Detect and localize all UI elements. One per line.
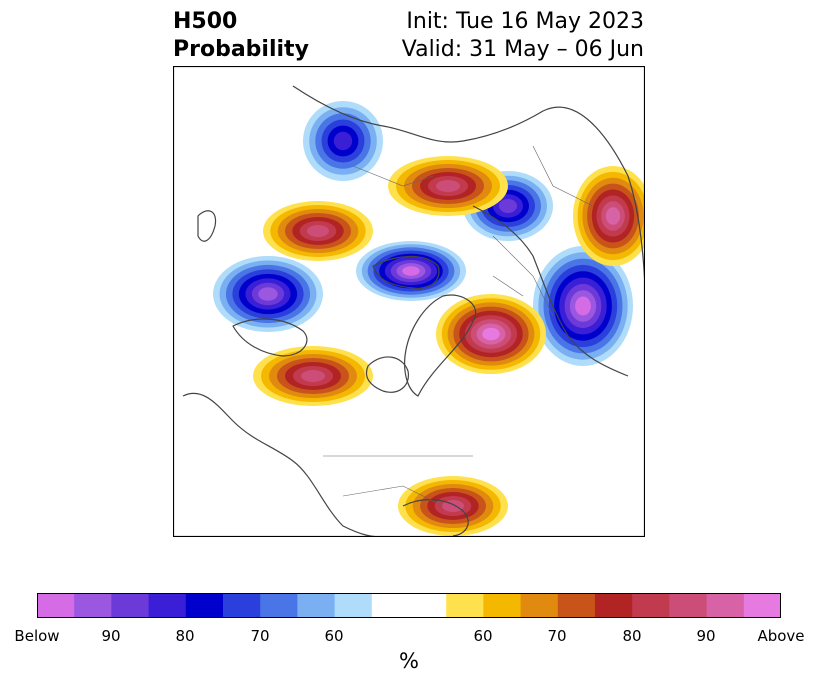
colorbar-cells [37,593,781,618]
border-line-2 [492,235,554,317]
contour-level [499,199,517,213]
anomaly-above-alaska-bering [388,156,508,216]
colorbar-cell [595,593,633,618]
colorbar-tick-label: 80 [175,627,195,645]
title-left: H500 Probability [173,8,309,64]
colorbar-cell [371,593,410,618]
anomaly-above-western-russia [436,294,546,374]
anomaly-below-scandinavia-russia [533,246,633,366]
border-line-5 [342,485,444,507]
coastline-alaska [232,318,308,357]
colorbar-tick-label: 90 [101,627,121,645]
colorbar-tick-label: 70 [250,627,270,645]
contour-level [333,131,353,151]
colorbar-cell [409,593,447,618]
colorbar-cell [706,593,745,618]
border-line-3 [352,165,434,187]
colorbar-cell [185,593,224,618]
colorbar-cell [297,593,336,618]
contour-level [402,266,420,276]
colorbar-cell [632,593,670,618]
contour-level [605,207,621,225]
contour-level [436,180,460,192]
colorbar-frame [37,593,781,618]
coastline-north-america [182,392,384,537]
border-line-6 [492,275,524,297]
colorbar-cell [111,593,150,618]
coastline-greenland [404,294,477,397]
title-right: Init: Tue 16 May 2023 Valid: 31 May – 06… [402,8,644,64]
title-quantity: Probability [173,37,309,62]
anomaly-above-east-asia [573,166,645,266]
colorbar-cell [260,593,298,618]
colorbar-unit: % [399,649,419,673]
colorbar-cell [148,593,187,618]
coastline-gulf-mexico [402,499,469,537]
anomaly-below-north-pacific [213,256,323,332]
colorbar-cell [74,593,112,618]
colorbar-cell [483,593,522,618]
coastline-europe [472,205,629,377]
title-field: H500 [173,9,238,34]
colorbar-cell [223,593,261,618]
contour-level [442,500,464,512]
contour-level [301,370,325,382]
colorbar-tick-label: 60 [473,627,493,645]
valid-period: Valid: 31 May – 06 Jun [401,37,644,62]
colorbar-tick-label: 60 [324,627,344,645]
coastline-hudson-bay [365,356,410,393]
colorbar-cell [446,593,484,618]
colorbar-cell [520,593,559,618]
colorbar-cell [743,593,781,618]
coastline-japan [197,210,217,242]
init-date: Init: Tue 16 May 2023 [406,9,644,34]
coastlines [182,85,645,537]
borders [323,145,594,507]
colorbar-tick-label: Above [757,627,805,645]
colorbar-cell [557,593,596,618]
anomaly-above-central-asia [253,346,373,406]
colorbar-cell [334,593,373,618]
coastline-arctic-islands [372,255,440,290]
contour-level [258,287,278,301]
anomaly-below-eastern-siberia-arctic [303,101,383,181]
colorbar-cell [37,593,75,618]
colorbar-tick-label: 80 [622,627,642,645]
coastline-asia [292,85,645,287]
colorbar-tick-label: 90 [696,627,716,645]
border-line-4 [532,145,594,207]
contour-level [307,225,329,237]
anomaly-above-north-atlantic-europe [263,201,373,261]
colorbar-cell [669,593,708,618]
probability-map [173,66,645,537]
anomaly-above-southeast-us-gulf [398,476,508,536]
colorbar-tick-label: 70 [547,627,567,645]
anomaly-below-greenland-sea [356,241,466,301]
anomaly-fields [213,101,645,536]
colorbar [37,593,781,618]
map-frame [173,66,645,537]
contour-level [575,296,591,316]
colorbar-tick-label: Below [14,627,60,645]
contour-level [482,327,500,341]
